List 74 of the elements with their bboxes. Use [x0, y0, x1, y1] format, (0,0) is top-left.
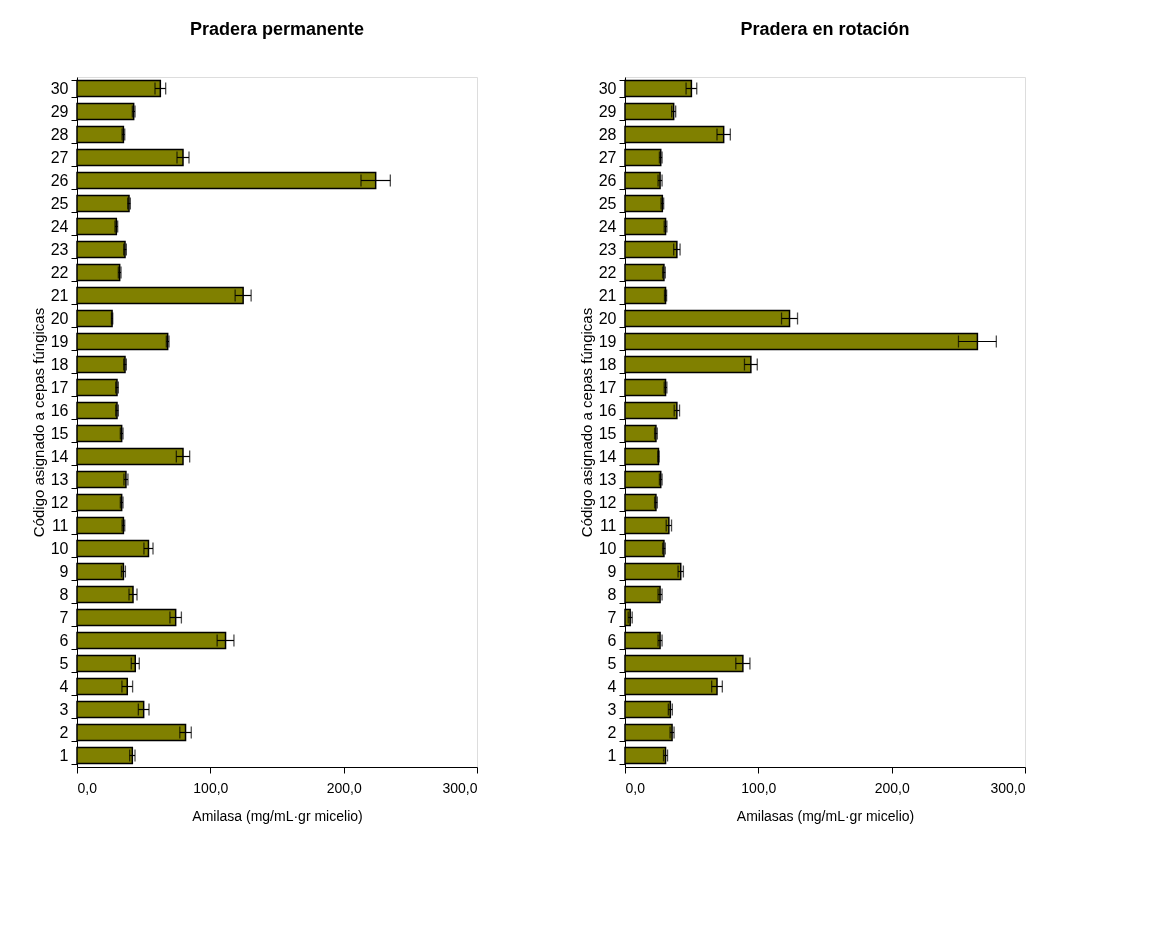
x-tick-label: 0,0	[625, 779, 646, 796]
y-tick-label: 29	[50, 103, 69, 120]
y-tick-label: 3	[607, 701, 617, 718]
y-tick-label: 1	[59, 747, 69, 764]
x-tick-label: 100,0	[741, 779, 777, 796]
y-tick-label: 16	[50, 402, 69, 419]
y-tick-label: 23	[598, 241, 617, 258]
y-tick-label: 8	[607, 586, 617, 603]
y-tick-label: 30	[598, 80, 617, 97]
y-tick-label: 12	[598, 494, 617, 511]
y-tick-label: 3	[59, 701, 69, 718]
y-tick-label: 15	[598, 425, 617, 442]
x-axis-title: Amilasas (mg/mL·gr micelio)	[736, 807, 915, 824]
y-tick-label: 1	[607, 747, 617, 764]
y-tick-label: 23	[50, 241, 69, 258]
y-tick-label: 20	[598, 310, 617, 327]
y-tick-label: 16	[598, 402, 617, 419]
y-tick-label: 25	[50, 195, 69, 212]
y-tick-label: 7	[59, 609, 69, 626]
y-tick-label: 24	[598, 218, 617, 235]
y-tick-label: 5	[607, 655, 617, 672]
y-tick-label: 21	[50, 287, 69, 304]
y-tick-label: 9	[607, 563, 617, 580]
chart-title: Pradera permanente	[189, 19, 365, 39]
x-axis-title: Amilasa (mg/mL·gr micelio)	[192, 807, 363, 824]
y-axis-title: Código asignado a cepas fúngicas	[29, 307, 47, 538]
x-tick-label: 100,0	[193, 779, 229, 796]
y-tick-label: 22	[598, 264, 617, 281]
y-tick-label: 5	[59, 655, 69, 672]
y-tick-label: 8	[59, 586, 69, 603]
y-tick-label: 14	[50, 448, 69, 465]
y-tick-label: 2	[59, 724, 69, 741]
x-tick-label: 200,0	[874, 779, 910, 796]
y-tick-label: 22	[50, 264, 69, 281]
y-tick-label: 10	[598, 540, 617, 557]
y-tick-label: 19	[50, 333, 69, 350]
y-tick-label: 26	[50, 172, 69, 189]
x-tick-label: 300,0	[990, 779, 1026, 796]
chart-title: Pradera en rotación	[740, 19, 910, 39]
y-tick-label: 2	[607, 724, 617, 741]
y-tick-label: 27	[50, 149, 69, 166]
y-tick-label: 17	[50, 379, 69, 396]
y-tick-label: 11	[599, 517, 617, 534]
y-tick-label: 13	[50, 471, 69, 488]
y-tick-label: 11	[51, 517, 69, 534]
y-tick-label: 25	[598, 195, 617, 212]
y-tick-label: 21	[598, 287, 617, 304]
y-tick-label: 26	[598, 172, 617, 189]
y-tick-label: 17	[598, 379, 617, 396]
y-tick-label: 15	[50, 425, 69, 442]
y-tick-label: 18	[598, 356, 617, 373]
y-tick-label: 12	[50, 494, 69, 511]
y-tick-label: 20	[50, 310, 69, 327]
y-tick-label: 6	[607, 632, 617, 649]
y-axis-title: Código asignado a cepas fúngicas	[577, 307, 595, 538]
x-tick-label: 200,0	[326, 779, 362, 796]
y-tick-label: 28	[598, 126, 617, 143]
y-tick-label: 19	[598, 333, 617, 350]
y-tick-label: 29	[598, 103, 617, 120]
x-tick-label: 300,0	[442, 779, 478, 796]
y-tick-label: 18	[50, 356, 69, 373]
y-tick-label: 14	[598, 448, 617, 465]
y-tick-label: 10	[50, 540, 69, 557]
y-tick-label: 6	[59, 632, 69, 649]
y-tick-label: 30	[50, 80, 69, 97]
y-tick-label: 28	[50, 126, 69, 143]
y-tick-label: 7	[607, 609, 617, 626]
y-tick-label: 13	[598, 471, 617, 488]
y-tick-label: 24	[50, 218, 69, 235]
y-tick-label: 4	[607, 678, 617, 695]
y-tick-label: 27	[598, 149, 617, 166]
x-tick-label: 0,0	[77, 779, 98, 796]
y-tick-label: 4	[59, 678, 69, 695]
y-tick-label: 9	[59, 563, 69, 580]
